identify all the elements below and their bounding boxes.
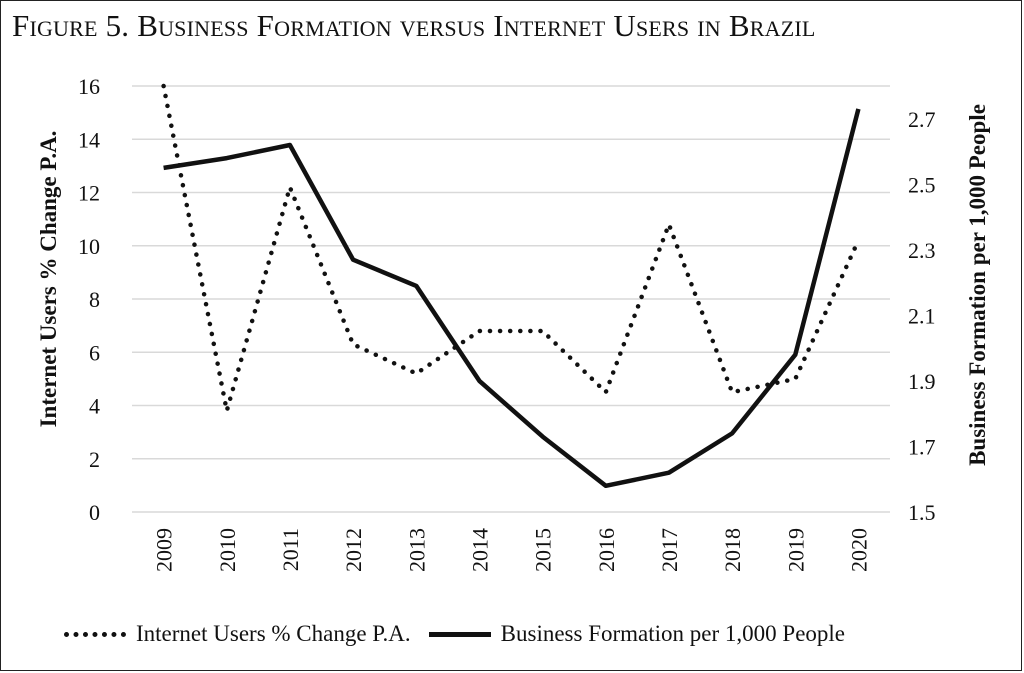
y-left-tick-label: 12 bbox=[78, 181, 100, 206]
x-tick-label: 2010 bbox=[215, 528, 240, 572]
y-left-tick-label: 6 bbox=[89, 340, 100, 365]
y-left-tick-label: 0 bbox=[89, 500, 100, 525]
y-left-axis-title: Internet Users % Change P.A. bbox=[36, 131, 61, 428]
y-right-tick-label: 1.9 bbox=[908, 369, 936, 394]
x-tick-label: 2011 bbox=[278, 528, 303, 571]
y-right-tick-label: 2.3 bbox=[908, 238, 936, 263]
y-left-tick-label: 2 bbox=[89, 447, 100, 472]
chart-title: Figure 5. Business Formation versus Inte… bbox=[12, 8, 816, 43]
y-right-axis-title: Business Formation per 1,000 People bbox=[965, 104, 990, 466]
legend: Internet Users % Change P.A. Business Fo… bbox=[64, 616, 984, 652]
x-tick-label: 2017 bbox=[657, 528, 682, 572]
y-right-tick-label: 2.5 bbox=[908, 172, 936, 197]
x-tick-label: 2019 bbox=[783, 528, 808, 572]
legend-swatch-solid bbox=[428, 631, 491, 637]
x-tick-label: 2014 bbox=[467, 528, 492, 572]
legend-item-business-formation: Business Formation per 1,000 People bbox=[428, 621, 846, 647]
y-right-tick-label: 2.1 bbox=[908, 303, 936, 328]
y-left-tick-label: 4 bbox=[89, 394, 100, 419]
series-line-business-formation bbox=[163, 108, 861, 489]
legend-label-internet-users: Internet Users % Change P.A. bbox=[136, 621, 411, 646]
x-tick-label: 2016 bbox=[594, 528, 619, 572]
x-tick-label: 2020 bbox=[846, 528, 871, 572]
y-right-tick-label: 1.5 bbox=[908, 500, 936, 525]
x-tick-label: 2012 bbox=[341, 528, 366, 572]
x-tick-label: 2018 bbox=[720, 528, 745, 572]
legend-item-internet-users: Internet Users % Change P.A. bbox=[64, 621, 411, 647]
y-right-tick-label: 1.7 bbox=[908, 434, 936, 459]
legend-label-business-formation: Business Formation per 1,000 People bbox=[500, 621, 846, 646]
x-tick-label: 2015 bbox=[531, 528, 556, 572]
y-left-tick-label: 10 bbox=[78, 234, 100, 259]
x-tick-label: 2013 bbox=[404, 528, 429, 572]
x-tick-label: 2009 bbox=[152, 528, 177, 572]
legend-swatch-dotted bbox=[64, 631, 126, 637]
series-line-internet-users bbox=[161, 83, 861, 414]
y-left-tick-label: 16 bbox=[78, 74, 100, 99]
y-left-tick-label: 8 bbox=[89, 287, 100, 312]
y-right-tick-label: 2.7 bbox=[908, 107, 936, 132]
y-left-tick-label: 14 bbox=[78, 127, 100, 152]
